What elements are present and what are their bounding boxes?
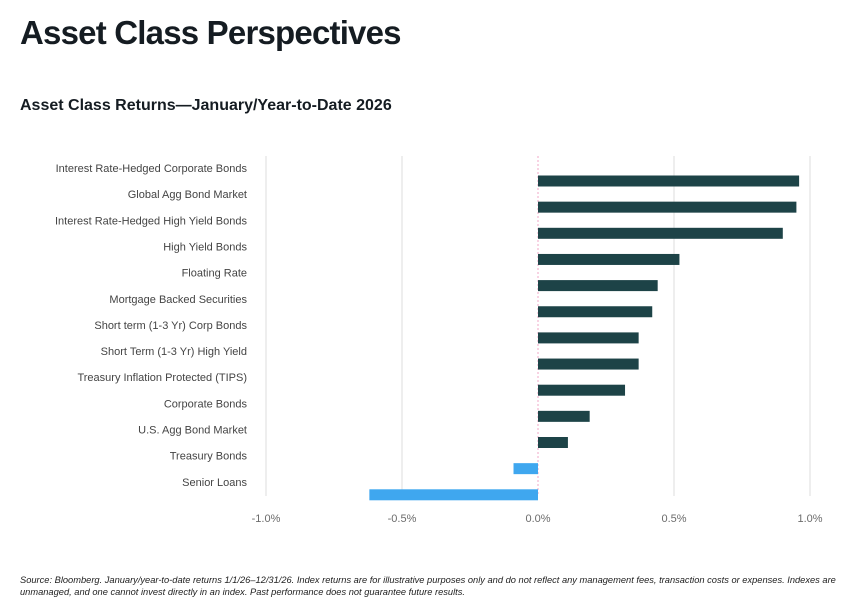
asset-class-returns-chart: Interest Rate-Hedged Corporate Bonds Glob… <box>55 156 823 525</box>
bar <box>538 201 797 213</box>
bar <box>538 384 626 396</box>
x-tick-label: 1.0% <box>797 513 822 525</box>
category-label: High Yield Bonds <box>163 241 247 253</box>
bar <box>538 332 639 344</box>
category-label: Treasury Inflation Protected (TIPS) <box>77 372 247 384</box>
x-tick-label: -1.0% <box>252 513 281 525</box>
category-label: Short term (1-3 Yr) Corp Bonds <box>94 320 247 332</box>
x-tick-label: -0.5% <box>388 513 417 525</box>
x-tick-label: 0.5% <box>661 513 686 525</box>
category-label: Floating Rate <box>182 268 247 280</box>
bar <box>369 489 538 501</box>
bar <box>538 227 783 239</box>
category-label: Corporate Bonds <box>164 398 248 410</box>
category-label: Short Term (1-3 Yr) High Yield <box>101 346 247 358</box>
category-label: Global Agg Bond Market <box>128 189 247 201</box>
bar <box>538 358 639 370</box>
bar <box>538 175 800 187</box>
category-label: U.S. Agg Bond Market <box>138 425 247 437</box>
footnote: Source: Bloomberg. January/year-to-date … <box>20 575 836 597</box>
bar <box>538 253 680 265</box>
bar <box>513 463 538 475</box>
chart-title: Asset Class Returns—January/Year-to-Date… <box>20 97 392 114</box>
category-label: Interest Rate-Hedged Corporate Bonds <box>56 163 248 175</box>
bar <box>538 280 658 292</box>
bar <box>538 306 653 318</box>
x-tick-label: 0.0% <box>525 513 550 525</box>
category-label: Senior Loans <box>182 477 247 489</box>
category-label: Interest Rate-Hedged High Yield Bonds <box>55 215 248 227</box>
category-label: Treasury Bonds <box>170 451 248 463</box>
category-label: Mortgage Backed Securities <box>109 294 247 306</box>
bar <box>538 437 568 448</box>
page-title: Asset Class Perspectives <box>20 14 402 51</box>
bar <box>538 410 590 422</box>
